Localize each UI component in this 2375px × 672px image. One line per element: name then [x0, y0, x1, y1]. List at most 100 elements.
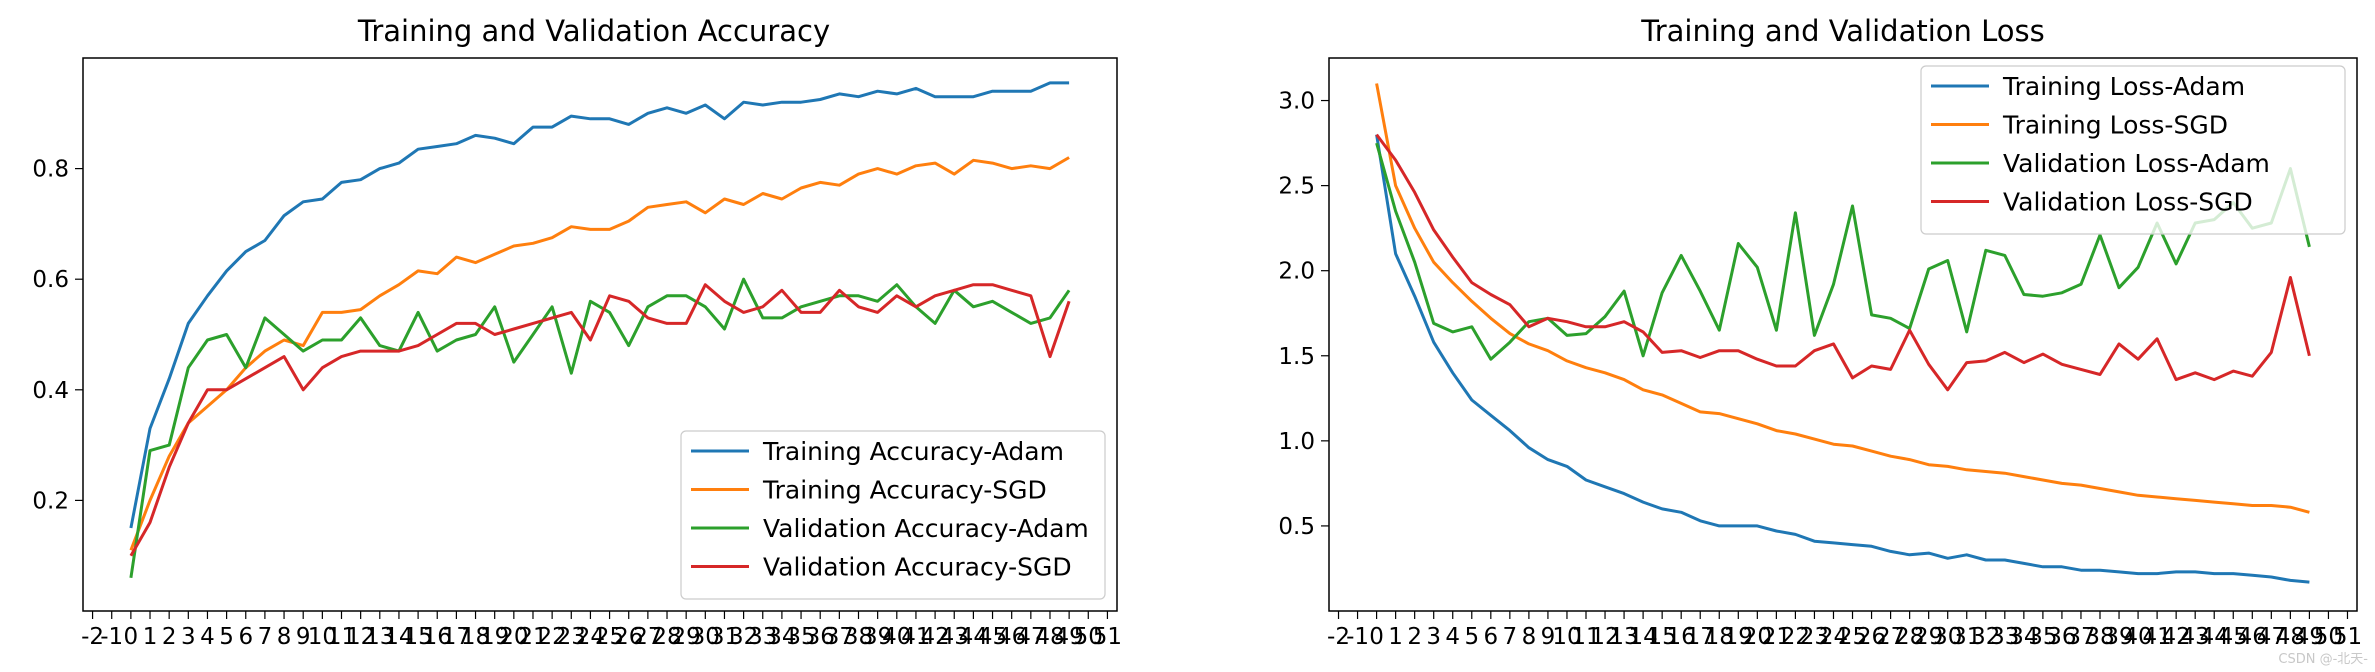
accuracy-series-line-4	[129, 283, 1071, 557]
accuracy-x-tick-label: 30	[691, 624, 720, 650]
loss-legend-label: Validation Loss-SGD	[2003, 188, 2253, 217]
accuracy-x-tick-label: 0	[124, 624, 139, 650]
accuracy-legend-label: Training Accuracy-SGD	[762, 476, 1047, 505]
loss-y-tick-label: 1.5	[1278, 344, 1315, 370]
loss-series-line-4	[1375, 133, 2311, 392]
loss-x-tick-label: 3	[1426, 624, 1441, 650]
accuracy-x-tick-label: 13	[365, 624, 394, 650]
accuracy-x-tick-label: 33	[748, 624, 777, 650]
loss-x-tick-label: 25	[1838, 624, 1867, 650]
loss-legend-label: Training Loss-SGD	[2002, 111, 2228, 140]
loss-x-tick-label: 47	[2257, 624, 2286, 650]
loss-x-tick-label: 6	[1483, 624, 1498, 650]
loss-x-tick-label: 37	[2066, 624, 2095, 650]
accuracy-x-tick-label: 18	[461, 624, 490, 650]
accuracy-chart: Training and Validation Accuracy -2-1 0 1 2…	[32, 14, 1122, 650]
loss-legend-box	[1920, 65, 2346, 235]
loss-x-tick-label: 42	[2162, 624, 2191, 650]
accuracy-x-tick-label: 7	[258, 624, 273, 650]
accuracy-plot-frame	[82, 57, 1118, 612]
accuracy-x-tick-label: 42	[920, 624, 949, 650]
accuracy-x-tick-label: 47	[1016, 624, 1045, 650]
loss-series-line-2	[1375, 83, 2310, 514]
loss-legend: Training Loss-Adam Training Loss-SGD Valid…	[1920, 65, 2346, 235]
accuracy-x-tick-label: 46	[997, 624, 1026, 650]
loss-y-tick-label: 0.5	[1278, 514, 1315, 540]
loss-x-tick-label: 4	[1445, 624, 1460, 650]
loss-x-tick-label: 35	[2028, 624, 2057, 650]
accuracy-x-tick-label: 39	[863, 624, 892, 650]
loss-x-tick-label: 0	[1369, 624, 1384, 650]
accuracy-x-tick-label: 20	[499, 624, 528, 650]
accuracy-x-tick-label: 43	[940, 624, 969, 650]
accuracy-x-tick-label: 12	[346, 624, 375, 650]
accuracy-x-tick-label: -1	[100, 624, 123, 650]
loss-x-tick-label: 32	[1971, 624, 2000, 650]
loss-x-tick-label: 14	[1628, 624, 1657, 650]
loss-x-tick-label: 30	[1933, 624, 1962, 650]
loss-x-tick-label: 49	[2295, 624, 2324, 650]
accuracy-x-tick-label: 15	[403, 624, 432, 650]
accuracy-legend-label: Validation Accuracy-Adam	[763, 514, 1089, 543]
accuracy-chart-title: Training and Validation Accuracy	[357, 14, 830, 48]
accuracy-x-tick-label: 9	[296, 624, 311, 650]
accuracy-x-tick-label: 50	[1074, 624, 1103, 650]
accuracy-x-tick-label: 5	[219, 624, 234, 650]
accuracy-x-tick-label: 44	[959, 624, 988, 650]
accuracy-legend-box	[680, 430, 1106, 600]
accuracy-series-line-2	[129, 156, 1070, 551]
accuracy-x-tick-label: 29	[672, 624, 701, 650]
accuracy-x-tick-label: 11	[327, 624, 356, 650]
loss-x-tick-label: -1	[1346, 624, 1369, 650]
loss-x-tick-label: 44	[2200, 624, 2229, 650]
accuracy-y-tick-label: 0.2	[32, 488, 69, 514]
loss-chart: Training and Validation Loss -2-1 0 1 2 3 4 5 6…	[1278, 14, 2362, 650]
accuracy-x-tick-label: 6	[238, 624, 253, 650]
accuracy-x-tick-label: 38	[844, 624, 873, 650]
accuracy-x-tick-label: 4	[200, 624, 215, 650]
loss-legend-label: Validation Loss-Adam	[2003, 149, 2270, 178]
accuracy-legend: Training Accuracy-Adam Training Accuracy-…	[680, 430, 1106, 600]
accuracy-plot-area: -2-1 0 1 2 3 4 5 6 7 8 910111213141516171819202122…	[32, 57, 1122, 650]
accuracy-x-tick-label: 34	[767, 624, 796, 650]
loss-x-tick-label: 34	[2009, 624, 2038, 650]
accuracy-x-tick-label: 17	[442, 624, 471, 650]
accuracy-x-tick-label: 25	[595, 624, 624, 650]
loss-series-line-1	[1375, 134, 2310, 584]
accuracy-x-tick-label: 24	[576, 624, 605, 650]
loss-x-tick-label: 39	[2104, 624, 2133, 650]
accuracy-x-tick-label: 51	[1093, 624, 1122, 650]
loss-y-tick-label: 2.0	[1278, 259, 1315, 285]
accuracy-x-tick-label: 49	[1054, 624, 1083, 650]
accuracy-x-tick-label: 45	[978, 624, 1007, 650]
accuracy-x-tick-label: 1	[143, 624, 158, 650]
loss-x-tick-label: 19	[1724, 624, 1753, 650]
loss-x-tick-label: 11	[1571, 624, 1600, 650]
loss-x-tick-label: 29	[1914, 624, 1943, 650]
loss-x-tick-label: 15	[1648, 624, 1677, 650]
loss-x-tick-label: 28	[1895, 624, 1924, 650]
loss-x-tick-label: 5	[1464, 624, 1479, 650]
loss-y-tick-label: 2.5	[1278, 174, 1315, 200]
loss-x-tick-label: 23	[1800, 624, 1829, 650]
accuracy-x-tick-label: 19	[480, 624, 509, 650]
accuracy-series-line-3	[129, 277, 1071, 579]
loss-x-tick-label: 22	[1781, 624, 1810, 650]
loss-x-tick-label: 31	[1952, 624, 1981, 650]
accuracy-x-tick-label: 37	[825, 624, 854, 650]
loss-x-tick-label: 10	[1552, 624, 1581, 650]
loss-x-tick-label: 13	[1609, 624, 1638, 650]
accuracy-x-tick-label: 35	[786, 624, 815, 650]
loss-x-tick-label: 1	[1388, 624, 1403, 650]
loss-x-tick-label: 20	[1743, 624, 1772, 650]
loss-x-tick-label: 12	[1590, 624, 1619, 650]
accuracy-series-line-1	[129, 81, 1070, 529]
accuracy-legend-label: Training Accuracy-Adam	[762, 437, 1064, 466]
accuracy-x-tick-label: 8	[277, 624, 292, 650]
loss-x-tick-label: 9	[1541, 624, 1556, 650]
accuracy-x-tick-label: 23	[557, 624, 586, 650]
accuracy-x-tick-label: 22	[537, 624, 566, 650]
loss-x-tick-label: 50	[2314, 624, 2343, 650]
loss-x-tick-label: 43	[2181, 624, 2210, 650]
